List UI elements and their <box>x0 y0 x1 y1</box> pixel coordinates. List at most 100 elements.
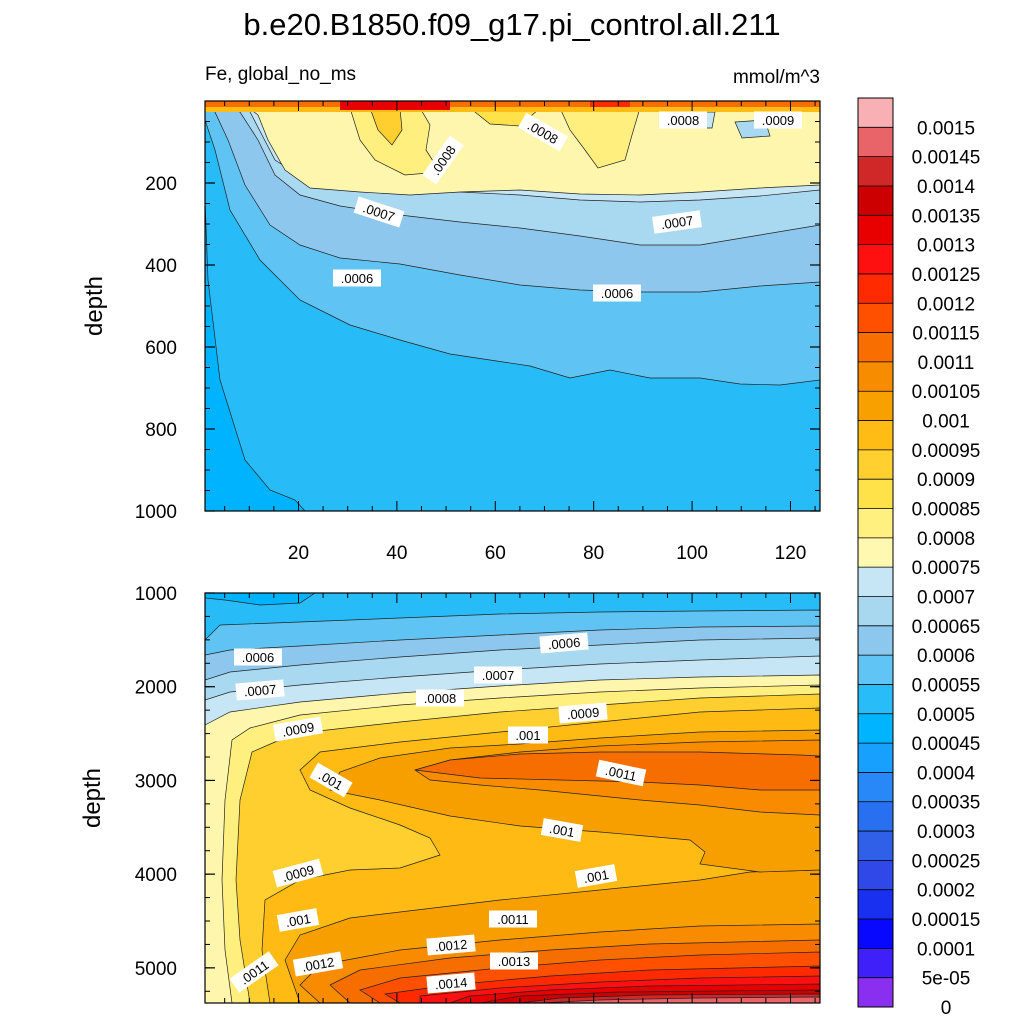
lower-contour-label: .0013 <box>490 952 538 970</box>
upper-surface-red <box>340 101 450 110</box>
lower-contour-label-text: .0012 <box>434 937 468 955</box>
colorbar-box <box>858 831 893 861</box>
upper-panel: 200 400 600 800 1000 20 40 60 80 100 120 depth .0… <box>81 100 821 564</box>
upper-contour-label-bg <box>593 284 641 302</box>
upper-contour-label: .0009 <box>754 111 802 129</box>
colorbar-box <box>858 479 893 509</box>
upper-x-tick-label: 100 <box>676 543 708 564</box>
colorbar-label: 0.00115 <box>912 324 979 345</box>
lower-contour-label-bg <box>309 762 353 798</box>
lower-contour-label-bg <box>292 951 344 977</box>
upper-contour-label-bg <box>652 210 702 234</box>
upper-contour-label: .0006 <box>333 269 381 287</box>
upper-x-tick-label: 20 <box>288 543 309 564</box>
upper-contour-label-text: .0008 <box>667 113 700 128</box>
colorbar-box <box>858 332 893 363</box>
colorbar-label: 0.00025 <box>912 851 981 872</box>
colorbar-box <box>858 420 893 451</box>
lower-contour-label-bg <box>595 759 647 787</box>
colorbar-label: 0.0011 <box>918 353 975 374</box>
upper-contour-label-bg <box>422 135 464 185</box>
lower-x-ticks <box>224 593 816 1003</box>
colorbar-box <box>858 449 893 480</box>
lower-contour-label-text: .001 <box>284 911 312 930</box>
colorbar-box <box>858 772 893 803</box>
colorbar-label: 0.00015 <box>912 910 981 931</box>
colorbar-box <box>858 743 893 773</box>
lower-contour-label-bg <box>229 951 279 993</box>
colorbar-label: 0.0012 <box>917 294 975 315</box>
upper-band-0.0005 <box>205 199 306 511</box>
lower-contour-label: .0006 <box>539 632 589 654</box>
upper-contour-label-bg <box>333 269 381 287</box>
lower-contour-label-bg <box>539 632 589 654</box>
upper-contour-label: .0008 <box>659 111 707 129</box>
lower-contour-label: .0012 <box>292 951 344 977</box>
lower-contour-label-bg <box>558 702 608 724</box>
colorbar-label: 0.00135 <box>912 206 981 227</box>
lower-contour-label: .001 <box>574 864 618 888</box>
upper-surface-band-2 <box>205 107 820 112</box>
chart-title: b.e20.B1850.f09_g17.pi_control.all.211 <box>243 7 780 42</box>
colorbar-box <box>858 655 893 685</box>
colorbar-label: 0.00105 <box>912 382 981 403</box>
units-label: mmol/m^3 <box>733 67 820 88</box>
colorbar-box <box>858 567 893 597</box>
colorbar-label: 0.0014 <box>917 177 976 198</box>
lower-contour-label-bg <box>540 818 584 842</box>
lower-contour-label-bg <box>508 726 548 744</box>
lower-contour-label-bg <box>426 934 476 956</box>
upper-contour-label-text: .0009 <box>762 113 795 128</box>
upper-surface-red-b <box>590 101 630 107</box>
colorbar-box <box>858 801 893 832</box>
upper-contour-label-text: .0007 <box>660 213 694 232</box>
lower-band-0.0005 <box>205 593 316 606</box>
lower-contour-label: .001 <box>276 908 320 932</box>
upper-x-tick-label: 60 <box>485 543 506 564</box>
lower-contour-label-bg <box>574 864 618 888</box>
colorbar-label: 0.0007 <box>917 587 975 608</box>
upper-contour-label-bg <box>659 111 707 129</box>
colorbar-frame <box>857 97 894 1008</box>
upper-contour-fill <box>205 101 820 511</box>
colorbar-label: 0.0002 <box>917 881 975 902</box>
colorbar-box <box>858 977 893 1008</box>
colorbar-box <box>858 127 893 158</box>
lower-contour-label-text: .0014 <box>434 975 468 993</box>
lower-contour-label-text: .0008 <box>424 691 457 706</box>
lower-contour-label-bg <box>416 689 464 707</box>
lower-contour-label: .0009 <box>272 716 324 742</box>
colorbar-box <box>858 537 893 568</box>
variable-label: Fe, global_no_ms <box>205 64 356 85</box>
colorbar-label: 0.0005 <box>917 705 975 726</box>
lower-contour-label-text: .0011 <box>497 912 529 927</box>
lower-contour-label: .0006 <box>234 648 282 666</box>
lower-contour-label-text: .0007 <box>482 668 515 683</box>
lower-contour-label: .0009 <box>272 858 324 888</box>
lower-contour-label: .0011 <box>489 910 537 928</box>
lower-contour-label-text: .0006 <box>547 635 581 653</box>
lower-y-tick-label: 4000 <box>135 865 177 886</box>
lower-contour-label-bg <box>490 952 538 970</box>
lower-contour-label-bg <box>235 679 285 701</box>
colorbar-box <box>858 948 893 979</box>
colorbar-label: 0.00045 <box>912 734 981 755</box>
colorbar-label: 0.00145 <box>912 148 981 169</box>
colorbar-box <box>858 156 893 187</box>
lower-y-tick-label: 5000 <box>135 959 177 980</box>
lower-contour-label: .0009 <box>558 702 608 724</box>
upper-contour-label-bg <box>517 112 569 152</box>
upper-contour-label-bg <box>754 111 802 129</box>
colorbar-box <box>858 596 893 627</box>
colorbar-label: 0.00075 <box>912 558 981 579</box>
lower-y-tick-label: 3000 <box>135 771 177 792</box>
lower-contour-label-text: .001 <box>582 867 610 886</box>
lower-contour-label-bg <box>272 858 324 888</box>
lower-contour-label: .0008 <box>416 689 464 707</box>
lower-contour-label-text: .0009 <box>281 719 316 739</box>
lower-band-0.00145 <box>539 996 820 1003</box>
lower-contour-label-text: .0013 <box>498 954 531 969</box>
lower-y-axis-label: depth <box>79 768 106 828</box>
